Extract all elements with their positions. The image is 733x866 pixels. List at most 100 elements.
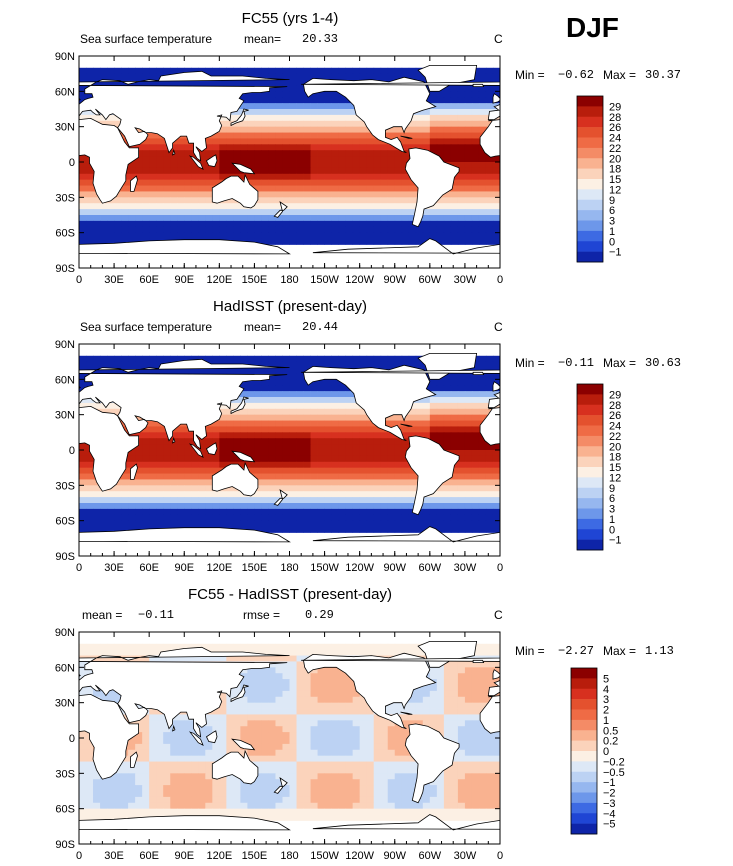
sst-cell [331, 461, 340, 469]
sst-cell [93, 226, 101, 234]
sst-cell [478, 702, 487, 709]
sst-cell [478, 385, 487, 392]
sst-cell [366, 67, 375, 75]
sst-cell [184, 144, 192, 151]
sst-cell [247, 673, 255, 680]
sst-cell [163, 726, 171, 733]
sst-cell [380, 526, 389, 533]
sst-cell [114, 497, 122, 504]
sst-cell [324, 526, 332, 533]
sst-cell [205, 473, 213, 480]
sst-cell [296, 520, 304, 527]
sst-cell [156, 220, 164, 228]
sst-cell [338, 67, 347, 75]
sst-cell [324, 667, 332, 674]
sst-cell [478, 497, 487, 504]
sst-cell [331, 414, 340, 421]
sst-cell [331, 643, 340, 651]
sst-cell [457, 514, 466, 522]
sst-cell [471, 197, 480, 204]
sst-cell [492, 732, 501, 739]
sst-cell [86, 361, 94, 368]
sst-cell [205, 508, 213, 516]
sst-cell [464, 209, 473, 216]
sst-cell [254, 655, 262, 662]
sst-cell [261, 685, 269, 692]
sst-cell [275, 103, 283, 110]
sst-cell [324, 479, 332, 486]
sst-cell [464, 696, 473, 704]
sst-cell [331, 497, 340, 504]
sst-cell [121, 485, 129, 492]
sst-cell [156, 503, 164, 510]
sst-cell [352, 185, 361, 192]
sst-cell [289, 473, 297, 480]
sst-cell [247, 685, 255, 692]
sst-cell [275, 450, 283, 457]
sst-cell [408, 473, 417, 480]
sst-cell [443, 391, 452, 398]
colorbar-swatch [577, 158, 603, 169]
sst-cell [394, 132, 403, 139]
sst-cell [205, 150, 213, 157]
sst-cell [359, 408, 368, 416]
colorbar-swatch [577, 179, 603, 190]
sst-cell [191, 220, 199, 228]
sst-cell [296, 661, 304, 668]
sst-cell [401, 156, 410, 163]
sst-cell [282, 361, 290, 368]
sst-cell [359, 144, 368, 151]
sst-cell [359, 167, 368, 175]
sst-cell [373, 162, 382, 169]
x-tick-label: 120W [345, 274, 374, 286]
sst-cell [331, 649, 340, 656]
sst-cell [443, 197, 452, 204]
sst-cell [156, 514, 164, 522]
sst-cell [429, 138, 438, 145]
sst-cell [289, 391, 297, 398]
sst-cell [275, 114, 283, 122]
sst-cell [303, 167, 311, 175]
unit-label: C [494, 32, 503, 46]
sst-cell [268, 514, 276, 522]
sst-cell [198, 167, 206, 175]
sst-cell [457, 455, 466, 463]
sst-cell [394, 508, 403, 516]
sst-cell [261, 162, 269, 169]
sst-cell [149, 209, 157, 216]
sst-cell [289, 97, 297, 104]
sst-cell [93, 220, 101, 228]
sst-cell [366, 526, 375, 533]
sst-cell [366, 455, 375, 463]
sst-cell [268, 673, 276, 680]
sst-cell [317, 726, 325, 733]
sst-cell [387, 508, 396, 516]
sst-cell [128, 455, 136, 463]
sst-cell [317, 685, 325, 692]
sst-cell [296, 67, 304, 75]
land-japan [230, 108, 249, 127]
sst-cell [212, 743, 220, 751]
sst-cell [317, 167, 325, 175]
sst-cell [366, 220, 375, 228]
sst-cell [303, 103, 311, 110]
sst-cell [86, 191, 94, 198]
sst-cell [233, 503, 241, 510]
sst-cell [282, 79, 290, 86]
sst-cell [142, 432, 150, 439]
sst-cell [100, 232, 108, 239]
land-australia [211, 461, 259, 497]
sst-cell [303, 203, 311, 210]
sst-cell [478, 520, 487, 527]
sst-cell [268, 402, 276, 410]
sst-cell [226, 455, 234, 463]
sst-cell [226, 508, 234, 516]
sst-cell [142, 367, 150, 374]
sst-cell [464, 120, 473, 128]
sst-cell [317, 455, 325, 463]
sst-cell [198, 438, 206, 445]
sst-cell [387, 432, 396, 439]
sst-cell [338, 203, 347, 210]
sst-cell [226, 438, 234, 445]
sst-cell [359, 720, 368, 727]
